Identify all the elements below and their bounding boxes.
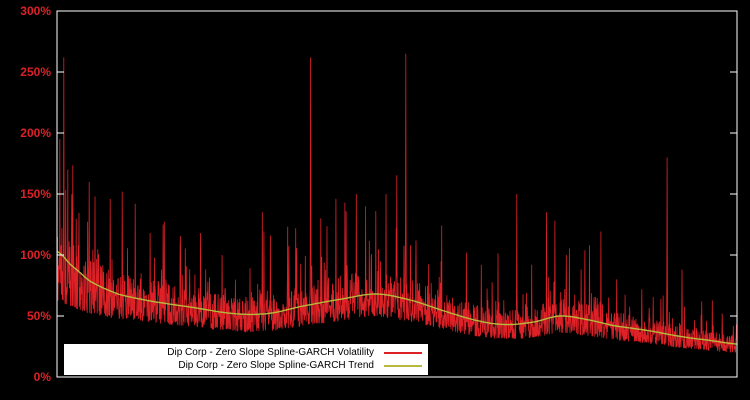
y-axis-tick-label: 0%	[34, 370, 52, 384]
y-axis-tick-label: 300%	[20, 4, 51, 18]
legend-label-volatility: Dip Corp - Zero Slope Spline-GARCH Volat…	[167, 347, 374, 358]
y-axis-tick-label: 100%	[20, 248, 51, 262]
legend-label-trend: Dip Corp - Zero Slope Spline-GARCH Trend	[178, 360, 374, 371]
y-axis-tick-label: 250%	[20, 65, 51, 79]
y-axis-tick-label: 150%	[20, 187, 51, 201]
chart-legend: Dip Corp - Zero Slope Spline-GARCH Volat…	[64, 344, 428, 375]
y-axis-tick-label: 50%	[27, 309, 51, 323]
volatility-line-sample	[384, 351, 422, 354]
trend-series-line	[56, 250, 738, 345]
y-axis-tick-label: 200%	[20, 126, 51, 140]
trend-line-sample	[384, 364, 422, 367]
volatility-series-line	[56, 53, 738, 353]
legend-item-trend: Dip Corp - Zero Slope Spline-GARCH Trend	[70, 359, 422, 372]
legend-item-volatility: Dip Corp - Zero Slope Spline-GARCH Volat…	[70, 346, 422, 359]
